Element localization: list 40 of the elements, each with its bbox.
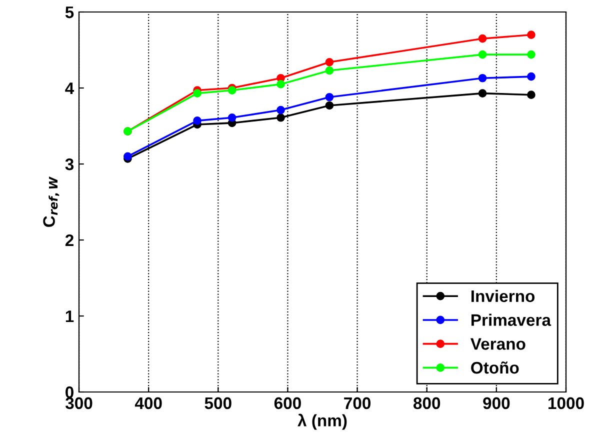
y-tick-label: 5 xyxy=(65,6,74,18)
point xyxy=(193,89,202,98)
point xyxy=(228,113,236,122)
x-tick-label: 400 xyxy=(134,397,162,410)
point xyxy=(276,113,285,122)
y-tick-label: 2 xyxy=(65,234,74,246)
point xyxy=(478,34,487,43)
point xyxy=(527,90,536,100)
x-tick-label: 300 xyxy=(65,397,92,410)
point xyxy=(527,50,536,59)
point xyxy=(325,101,334,110)
y-tick-label: 3 xyxy=(65,158,74,170)
y-tick-label: 4 xyxy=(65,82,74,94)
point xyxy=(527,72,536,81)
point xyxy=(527,30,536,39)
point xyxy=(325,58,334,66)
x-axis-title: λ (nm) xyxy=(298,414,347,430)
legend-label: Otoño xyxy=(471,362,519,374)
y-tick-label: 0 xyxy=(66,386,74,398)
x-tick-label: 900 xyxy=(483,397,510,410)
x-tick-label: 500 xyxy=(204,397,232,410)
point xyxy=(124,152,132,161)
y-axis-title: C$_{ref,W}$ xyxy=(43,176,60,227)
x-tick-label: 600 xyxy=(274,397,301,410)
point xyxy=(478,50,487,59)
point xyxy=(228,86,236,94)
point xyxy=(478,74,487,82)
point xyxy=(193,116,202,125)
y-tick-label: 1 xyxy=(66,310,74,322)
legend-label: Verano xyxy=(470,338,526,350)
point xyxy=(276,106,285,114)
point xyxy=(325,92,334,102)
point xyxy=(478,89,487,98)
legend-label: Invierno xyxy=(472,290,535,302)
x-tick-label: 700 xyxy=(344,397,371,410)
point xyxy=(325,66,334,75)
x-tick-label: 1000 xyxy=(548,397,584,410)
point xyxy=(276,80,285,88)
legend-label: Primavera xyxy=(472,314,552,326)
x-tick-label: 800 xyxy=(413,397,440,410)
